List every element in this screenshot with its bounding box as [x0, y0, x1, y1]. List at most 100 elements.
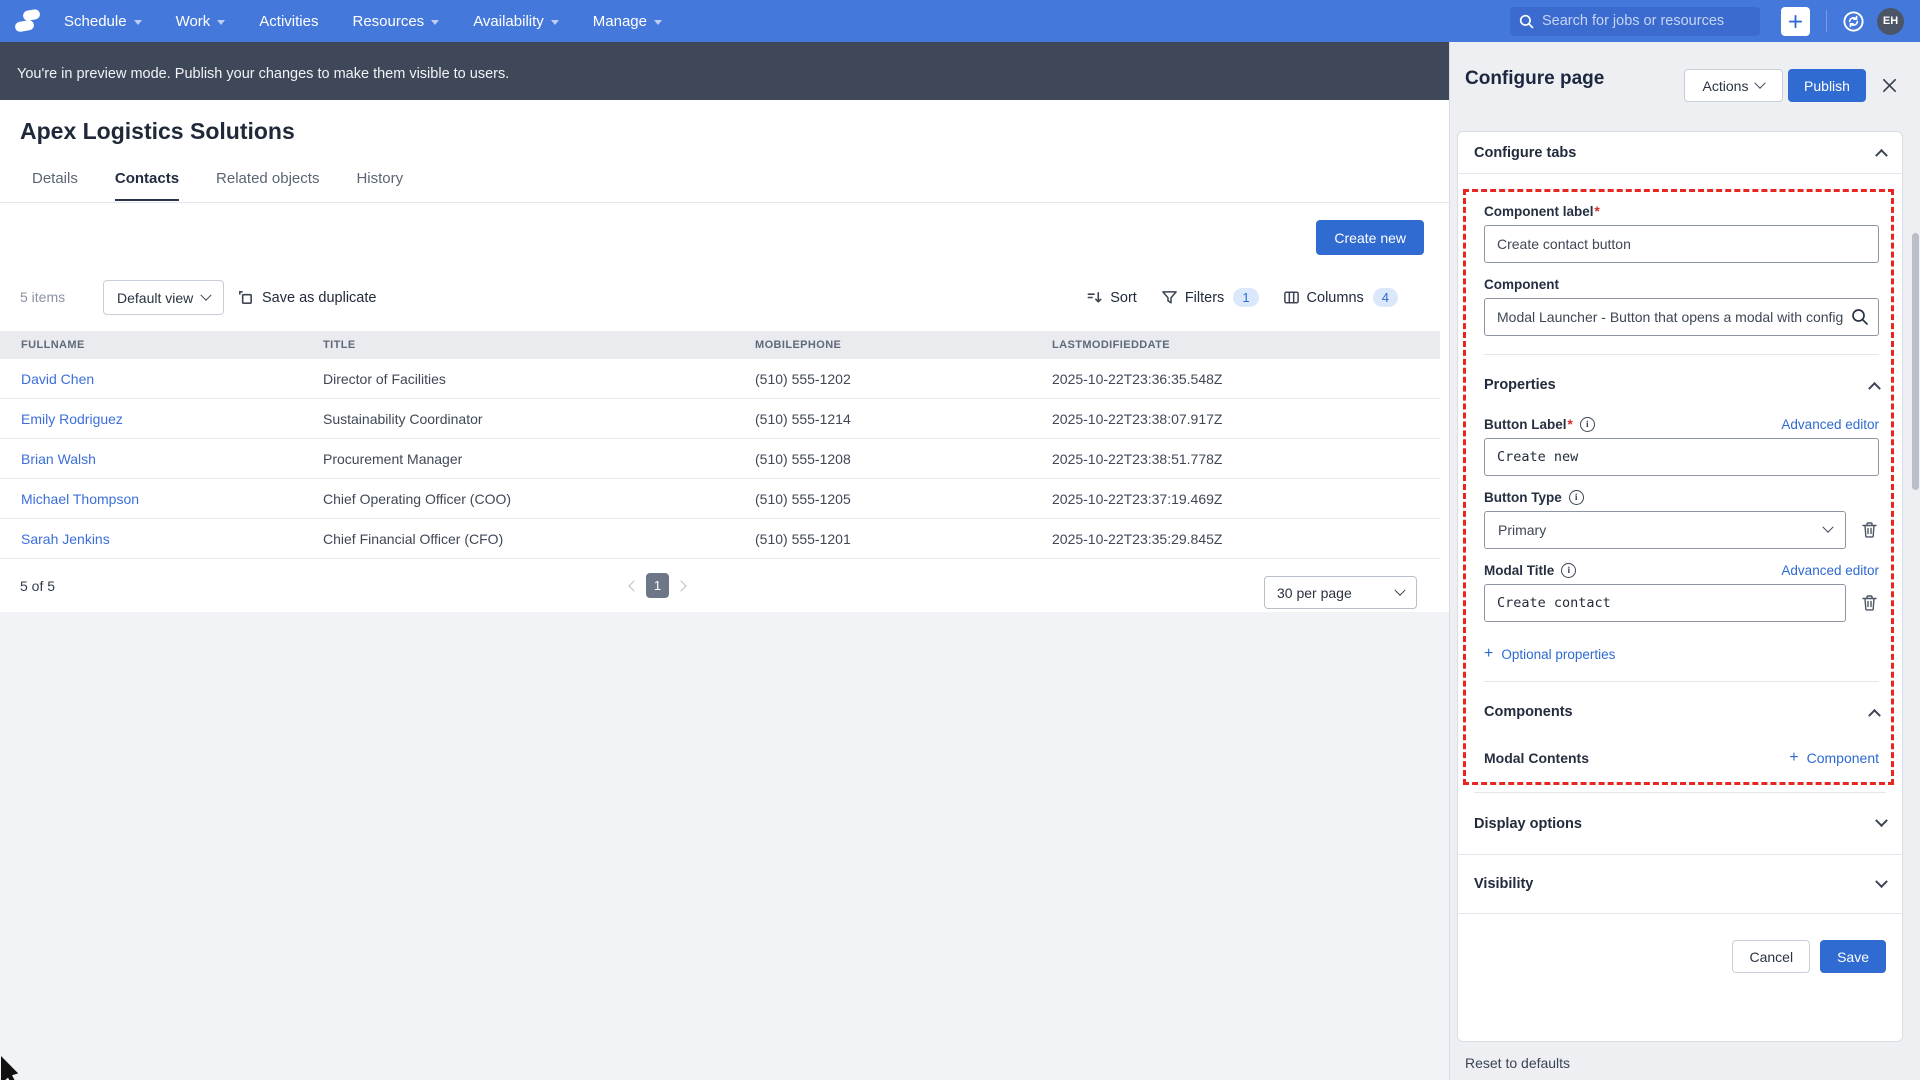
- field-label: Modal Title: [1484, 563, 1555, 578]
- contact-link[interactable]: Brian Walsh: [21, 450, 96, 467]
- pager: 1: [628, 573, 687, 598]
- optional-properties-link[interactable]: Optional properties: [1484, 646, 1615, 662]
- publish-button[interactable]: Publish: [1788, 69, 1866, 102]
- chevron-down-icon: [217, 19, 226, 25]
- record-tabs: Details Contacts Related objects History: [0, 170, 1449, 203]
- panel-scrollbar[interactable]: [1912, 233, 1919, 490]
- component-label-input[interactable]: [1484, 225, 1879, 263]
- table-row[interactable]: Emily Rodriguez Sustainability Coordinat…: [0, 399, 1440, 439]
- previous-page-icon[interactable]: [628, 579, 640, 592]
- divider: [1484, 681, 1879, 682]
- section-configure-tabs[interactable]: Configure tabs: [1458, 132, 1902, 174]
- add-component-link[interactable]: Component: [1789, 750, 1879, 766]
- columns-icon: [1283, 291, 1299, 304]
- current-page[interactable]: 1: [646, 573, 669, 598]
- global-create-button[interactable]: [1781, 6, 1810, 36]
- button-label-input[interactable]: [1484, 438, 1879, 476]
- nav-item-availability[interactable]: Availability: [473, 13, 559, 30]
- info-icon[interactable]: [1568, 490, 1584, 505]
- nav-item-schedule[interactable]: Schedule: [64, 13, 142, 30]
- delete-icon[interactable]: [1859, 520, 1879, 540]
- column-header[interactable]: MOBILEPHONE: [755, 339, 842, 351]
- delete-icon[interactable]: [1859, 593, 1879, 613]
- preview-banner-text: You're in preview mode. Publish your cha…: [17, 66, 510, 82]
- advanced-editor-link[interactable]: Advanced editor: [1781, 417, 1879, 432]
- sort-button[interactable]: Sort: [1086, 289, 1137, 306]
- contact-link[interactable]: Emily Rodriguez: [21, 410, 123, 427]
- list-controls: Sort Filters 1 Columns 4: [1086, 280, 1398, 315]
- component-search-input[interactable]: [1484, 298, 1879, 336]
- create-new-button[interactable]: Create new: [1316, 220, 1424, 255]
- table-row[interactable]: Michael Thompson Chief Operating Officer…: [0, 479, 1440, 519]
- search-icon: [1852, 309, 1868, 325]
- contact-link[interactable]: Sarah Jenkins: [21, 530, 110, 547]
- highlighted-config-region: Component label Component Properties But…: [1463, 189, 1894, 785]
- global-search[interactable]: [1510, 6, 1760, 36]
- filters-count-badge: 1: [1233, 288, 1259, 307]
- nav-item-resources[interactable]: Resources: [352, 13, 440, 30]
- tab-history[interactable]: History: [356, 170, 404, 187]
- section-components[interactable]: Components: [1484, 704, 1881, 722]
- cancel-button[interactable]: Cancel: [1732, 940, 1811, 973]
- filters-button[interactable]: Filters 1: [1161, 288, 1259, 307]
- modal-title-input[interactable]: [1484, 584, 1846, 622]
- tab-related-objects[interactable]: Related objects: [216, 170, 320, 187]
- close-icon[interactable]: [1878, 74, 1900, 96]
- tab-details[interactable]: Details: [32, 170, 78, 187]
- section-visibility[interactable]: Visibility: [1458, 855, 1902, 914]
- chevron-down-icon: [133, 19, 142, 25]
- save-button[interactable]: Save: [1820, 940, 1886, 973]
- panel-title: Configure page: [1465, 68, 1605, 89]
- chevron-up-icon[interactable]: [1868, 708, 1881, 722]
- plus-icon: [1789, 750, 1798, 766]
- panel-actions: Cancel Save: [1458, 914, 1902, 973]
- field-label: Component label: [1484, 204, 1600, 219]
- column-header[interactable]: TITLE: [323, 339, 356, 351]
- column-header[interactable]: FULLNAME: [21, 339, 85, 351]
- nav-item-activities[interactable]: Activities: [259, 12, 319, 30]
- chevron-up-icon[interactable]: [1868, 381, 1881, 395]
- button-type-select[interactable]: Primary: [1484, 511, 1846, 549]
- avatar[interactable]: EH: [1877, 7, 1904, 35]
- table-row[interactable]: David Chen Director of Facilities (510) …: [0, 359, 1440, 399]
- tab-contacts[interactable]: Contacts: [114, 170, 180, 201]
- table-row[interactable]: Sarah Jenkins Chief Financial Officer (C…: [0, 519, 1440, 559]
- nav-right-cluster: EH: [1510, 0, 1920, 42]
- table-header-row: FULLNAME TITLE MOBILEPHONE LASTMODIFIEDD…: [0, 331, 1440, 359]
- search-icon: [1519, 14, 1534, 28]
- section-display-options[interactable]: Display options: [1458, 793, 1902, 855]
- nav-item-work[interactable]: Work: [176, 13, 226, 30]
- column-header[interactable]: LASTMODIFIEDDATE: [1052, 339, 1171, 351]
- reset-to-defaults-link[interactable]: Reset to defaults: [1465, 1055, 1571, 1071]
- view-selector[interactable]: Default view: [103, 280, 225, 315]
- contact-link[interactable]: Michael Thompson: [21, 490, 140, 507]
- items-count: 5 items: [20, 289, 66, 305]
- next-page-icon[interactable]: [675, 579, 687, 592]
- nav-divider: [1826, 10, 1827, 32]
- advanced-editor-link[interactable]: Advanced editor: [1781, 563, 1879, 578]
- actions-button[interactable]: Actions: [1684, 69, 1783, 102]
- global-search-input[interactable]: [1542, 13, 1742, 29]
- skedulo-logo-icon[interactable]: [14, 8, 44, 34]
- info-icon[interactable]: [1561, 563, 1577, 578]
- chevron-down-icon: [654, 19, 662, 25]
- section-properties[interactable]: Properties: [1484, 377, 1881, 395]
- save-as-duplicate-button[interactable]: Save as duplicate: [237, 280, 376, 315]
- chevron-up-icon[interactable]: [1875, 148, 1888, 162]
- info-icon[interactable]: [1579, 417, 1595, 432]
- field-label: Component: [1484, 277, 1559, 292]
- chevron-down-icon: [550, 19, 559, 25]
- pagination-summary: 5 of 5: [20, 578, 56, 594]
- modal-contents-label: Modal Contents: [1484, 750, 1589, 766]
- page-size-selector[interactable]: 30 per page: [1264, 576, 1417, 609]
- table-row[interactable]: Brian Walsh Procurement Manager (510) 55…: [0, 439, 1440, 479]
- contact-link[interactable]: David Chen: [21, 370, 95, 387]
- columns-button[interactable]: Columns 4: [1283, 288, 1398, 307]
- nav-item-manage[interactable]: Manage: [593, 13, 662, 30]
- chevron-down-icon: [1875, 814, 1888, 828]
- duplicate-icon: [239, 291, 252, 304]
- pagination-bar: 5 of 5 1 30 per page: [0, 559, 1449, 612]
- chevron-down-icon: [1394, 584, 1406, 596]
- top-nav: Schedule Work Activities Resources Avail…: [0, 0, 1920, 42]
- support-sync-icon[interactable]: [1841, 9, 1865, 33]
